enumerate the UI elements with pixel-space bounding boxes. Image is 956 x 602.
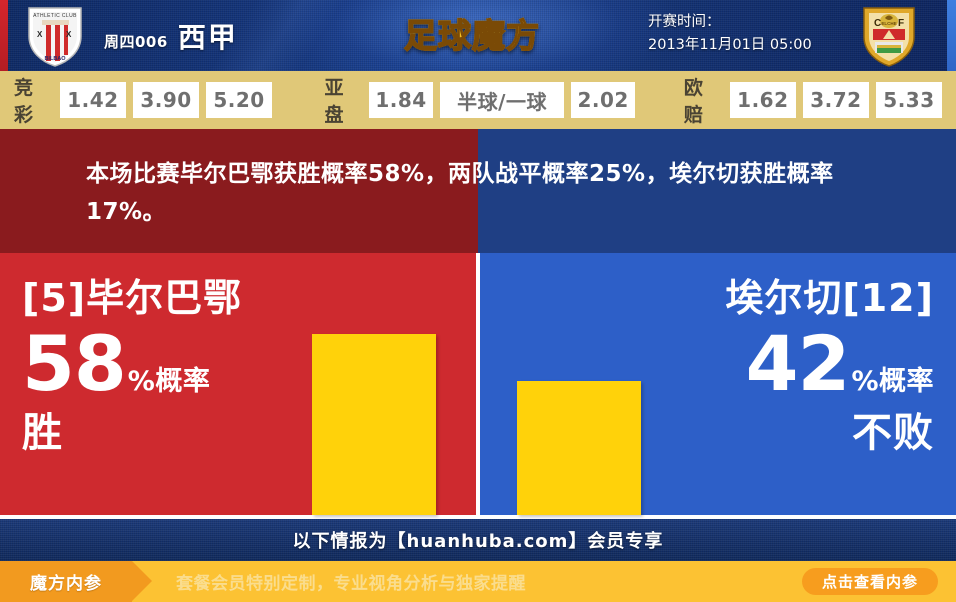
odds-group-jingcai: 竞彩 1.42 3.90 5.20 [14,73,273,127]
footer-bar: 魔方内参 套餐会员特别定制，专业视角分析与独家提醒 点击查看内参 [0,561,956,602]
prediction-band-left-bg [0,129,478,253]
prediction-band: 本场比赛毕尔巴鄂获胜概率58%，两队战平概率25%，埃尔切获胜概率17%。 [0,129,956,253]
match-number: 周四006 [104,33,168,51]
odds-value-yapan-handicap[interactable]: 半球/一球 [440,82,565,118]
member-notice-text: 以下情报为【huanhuba.com】会员专享 [292,531,664,552]
home-probability-suffix: %概率 [127,366,211,397]
odds-label-yapan: 亚盘 [324,77,345,126]
odds-label-jingcai: 竞彩 [14,77,35,126]
away-outcome-label: 不败 [852,410,934,456]
svg-text:BILBAO: BILBAO [44,56,66,62]
away-probability-row: 42 %概率 [725,323,934,405]
member-notice-strip: 以下情报为【huanhuba.com】会员专享 [0,519,956,561]
svg-text:X: X [37,30,43,39]
away-probability-value: 42 [745,319,851,408]
odds-value-yapan-home[interactable]: 1.84 [368,82,434,118]
kickoff-time: 2013年11月01日 05:00 [648,37,812,53]
away-team-info: 埃尔切[12] 42 %概率 不败 [725,275,934,457]
footer-description: 套餐会员特别定制，专业视角分析与独家提醒 [176,574,526,594]
away-probability-bar [517,381,641,515]
svg-text:X: X [66,30,72,39]
odds-value-oupei-draw[interactable]: 3.72 [802,82,869,118]
home-probability-row: 58 %概率 [22,323,242,405]
svg-text:ELCHE: ELCHE [881,21,896,26]
odds-value-oupei-home[interactable]: 1.62 [729,82,796,118]
odds-bar: 竞彩 1.42 3.90 5.20 亚盘 1.84 半球/一球 2.02 欧赔 … [0,71,956,129]
odds-value-oupei-away[interactable]: 5.33 [875,82,942,118]
odds-group-yapan: 亚盘 1.84 半球/一球 2.02 [325,73,636,127]
odds-value-yapan-away[interactable]: 2.02 [571,82,636,118]
odds-group-oupei: 欧赔 1.62 3.72 5.33 [684,73,942,127]
odds-value-jingcai-away[interactable]: 5.20 [206,82,273,118]
header-bar: ATHLETIC CLUB BILBAO X X 周四006 西甲 足球魔方 开… [0,0,956,71]
svg-text:C: C [874,18,881,29]
league-name: 西甲 [177,21,238,54]
odds-label-oupei: 欧赔 [683,77,704,126]
home-team-badge: ATHLETIC CLUB BILBAO X X [24,4,86,68]
panel-divider [476,253,480,515]
svg-text:ATHLETIC CLUB: ATHLETIC CLUB [33,13,77,19]
home-outcome-label: 胜 [22,410,63,456]
footer-tag: 魔方内参 [0,561,152,602]
view-report-button[interactable]: 点击查看内参 [801,568,938,595]
odds-value-jingcai-draw[interactable]: 3.90 [132,82,200,118]
svg-text:F: F [898,18,904,29]
home-probability-bar [312,334,436,515]
home-team-info: [5]毕尔巴鄂 58 %概率 胜 [22,275,242,457]
away-team-badge: ELCHE C F [858,4,920,68]
header-right-accent [947,0,956,71]
home-team-name: [5]毕尔巴鄂 [22,276,243,320]
brand-logo: 足球魔方 [403,9,540,57]
odds-value-jingcai-home[interactable]: 1.42 [59,82,126,118]
prediction-text: 本场比赛毕尔巴鄂获胜概率58%，两队战平概率25%，埃尔切获胜概率17%。 [86,161,834,225]
kickoff-info: 开赛时间： 2013年11月01日 05:00 [648,11,812,57]
away-team-name: 埃尔切[12] [725,276,934,320]
prediction-band-right-bg [478,129,956,253]
home-probability-value: 58 [22,319,127,408]
match-meta: 周四006 西甲 [104,16,238,56]
away-probability-suffix: %概率 [851,366,934,397]
kickoff-label: 开赛时间： [648,14,721,30]
footer-tag-label: 魔方内参 [30,574,102,594]
header-left-accent [0,0,8,71]
